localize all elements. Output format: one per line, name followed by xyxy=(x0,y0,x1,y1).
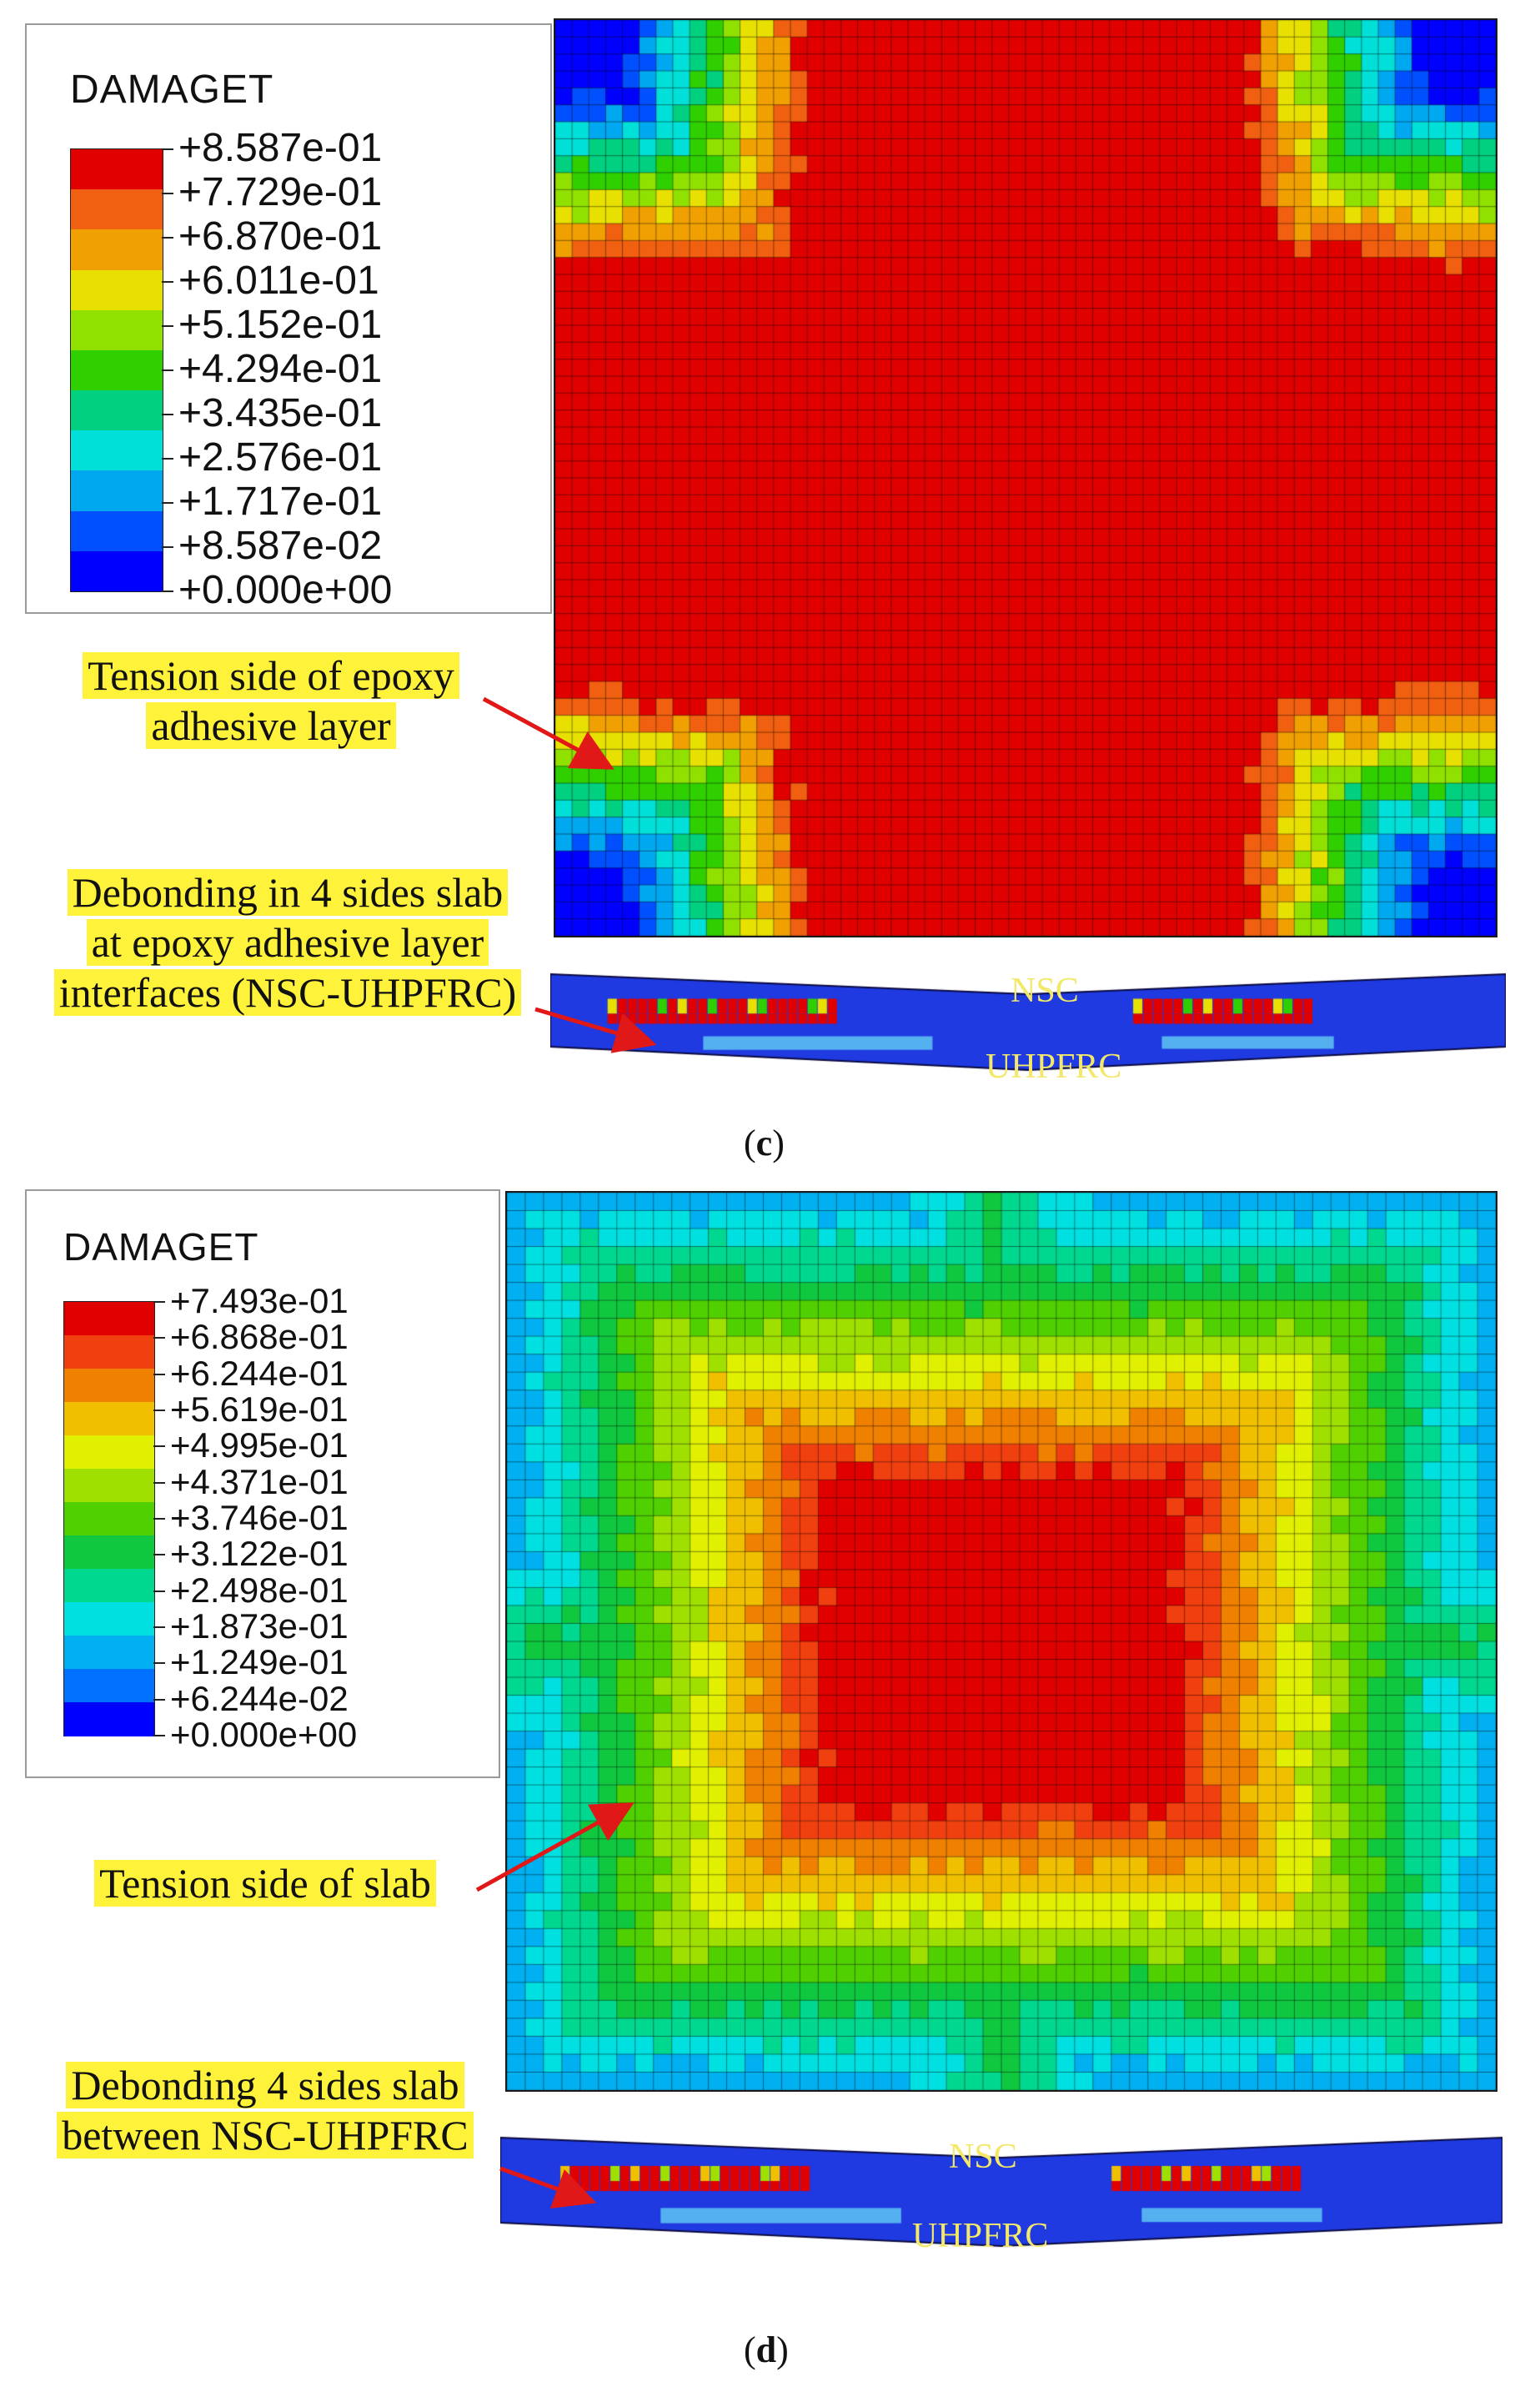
legend-value-label: +8.587e-01 xyxy=(178,126,383,170)
legend-swatch xyxy=(71,309,163,351)
legend-swatch xyxy=(64,1669,154,1703)
legend-value-label: +7.493e-01 xyxy=(170,1281,349,1320)
legend-swatch xyxy=(64,1302,154,1336)
legend-value-label: +5.619e-01 xyxy=(170,1389,349,1429)
legend-swatch xyxy=(64,1469,154,1503)
figure-panel-d: DAMAGET +7.493e-01 +6.868e-01 +6.244e-01 +5… xyxy=(0,1184,1540,2387)
legend-value-label: +3.435e-01 xyxy=(178,391,383,435)
legend-color-bar xyxy=(63,1301,155,1736)
legend-swatch xyxy=(71,390,163,431)
legend-swatch xyxy=(71,550,163,592)
legend-tick xyxy=(153,1445,165,1448)
legend-swatch xyxy=(71,149,163,190)
legend-tick xyxy=(162,369,173,371)
legend-tick xyxy=(153,1662,165,1665)
legend-swatch xyxy=(64,1402,154,1436)
legend-tick xyxy=(153,1735,165,1736)
legend-swatch xyxy=(64,1602,154,1636)
legend-value-label: +4.995e-01 xyxy=(170,1425,349,1465)
legend-swatch xyxy=(71,269,163,311)
label-nsc: NSC xyxy=(949,2138,1017,2176)
callout-debonding-d: Debonding 4 sides slab between NSC-UHPFR… xyxy=(48,2060,482,2160)
legend-tick xyxy=(162,590,173,592)
legend-value-label: +3.122e-01 xyxy=(170,1534,349,1574)
legend-value-label: +6.011e-01 xyxy=(178,259,379,303)
legend-color-bar xyxy=(70,148,163,592)
legend-tick xyxy=(153,1590,165,1592)
legend-swatch xyxy=(71,510,163,552)
legend-swatch xyxy=(71,349,163,391)
legend-value-label: +6.244e-01 xyxy=(170,1353,349,1393)
legend-tick xyxy=(162,237,173,239)
legend-tick xyxy=(153,1410,165,1411)
callout-tension-slab: Tension side of slab xyxy=(48,1858,482,1908)
legend-value-label: +1.717e-01 xyxy=(178,480,383,524)
legend-swatch xyxy=(64,1369,154,1403)
legend-swatch xyxy=(71,430,163,471)
legend-tick xyxy=(162,546,173,548)
legend-tick xyxy=(153,1698,165,1701)
legend-tick xyxy=(153,1626,165,1628)
legend-tick xyxy=(162,502,173,504)
legend-tick xyxy=(162,458,173,460)
legend-tick xyxy=(162,325,173,327)
legend-value-label: +7.729e-01 xyxy=(178,170,383,214)
legend-tick xyxy=(162,148,173,150)
legend-swatch xyxy=(71,229,163,271)
legend-value-label: +6.868e-01 xyxy=(170,1317,349,1357)
legend-value-label: +8.587e-02 xyxy=(178,524,383,568)
label-uhpfrc: UHPFRC xyxy=(986,1048,1122,1086)
panel-label-d: (d) xyxy=(744,2329,789,2370)
legend-tick xyxy=(153,1337,165,1339)
legend-tick xyxy=(153,1373,165,1375)
legend-swatch xyxy=(64,1702,154,1736)
legend-tick xyxy=(153,1518,165,1520)
legend-value-label: +4.294e-01 xyxy=(178,347,383,391)
legend-tick xyxy=(162,414,173,415)
contour-plot-c xyxy=(554,18,1497,937)
legend-swatch xyxy=(64,1535,154,1570)
legend-value-label: +0.000e+00 xyxy=(170,1715,358,1754)
callout-debonding-c: Debonding in 4 sides slab at epoxy adhes… xyxy=(50,867,525,1018)
legend-swatch xyxy=(64,1569,154,1603)
contour-plot-d xyxy=(505,1191,1497,2092)
legend-swatch xyxy=(71,189,163,230)
cross-section-c xyxy=(550,967,1506,1072)
label-nsc: NSC xyxy=(1011,972,1079,1010)
legend-value-label: +1.249e-01 xyxy=(170,1642,349,1682)
legend-tick xyxy=(153,1481,165,1484)
legend-value-label: +2.576e-01 xyxy=(178,435,383,480)
label-uhpfrc: UHPFRC xyxy=(912,2217,1049,2255)
legend-value-label: +2.498e-01 xyxy=(170,1570,349,1610)
legend-tick xyxy=(162,281,173,283)
legend-value-label: +3.746e-01 xyxy=(170,1498,349,1537)
legend-title: DAMAGET xyxy=(70,68,274,112)
legend-value-label: +5.152e-01 xyxy=(178,303,383,347)
legend-value-label: +6.870e-01 xyxy=(178,214,383,259)
legend-c: DAMAGET +8.587e-01 +7.729e-01 +6.870e-01 +6… xyxy=(25,23,552,614)
legend-value-label: +4.371e-01 xyxy=(170,1461,349,1501)
legend-d: DAMAGET +7.493e-01 +6.868e-01 +6.244e-01 +5… xyxy=(25,1189,500,1778)
legend-swatch xyxy=(71,470,163,512)
legend-value-label: +6.244e-02 xyxy=(170,1678,349,1718)
callout-tension-epoxy: Tension side of epoxy adhesive layer xyxy=(46,651,496,751)
legend-tick xyxy=(153,1301,165,1303)
legend-swatch xyxy=(64,1502,154,1536)
legend-value-label: +0.000e+00 xyxy=(178,568,393,612)
legend-tick xyxy=(162,193,173,194)
legend-title: DAMAGET xyxy=(63,1225,259,1269)
legend-value-label: +1.873e-01 xyxy=(170,1606,349,1646)
panel-label-c: (c) xyxy=(744,1123,785,1163)
cross-section-d xyxy=(500,2131,1502,2248)
legend-swatch xyxy=(64,1636,154,1670)
figure-panel-c: DAMAGET +8.587e-01 +7.729e-01 +6.870e-01 +6… xyxy=(0,0,1540,1184)
legend-swatch xyxy=(64,1335,154,1369)
legend-swatch xyxy=(64,1435,154,1470)
legend-tick xyxy=(153,1554,165,1556)
